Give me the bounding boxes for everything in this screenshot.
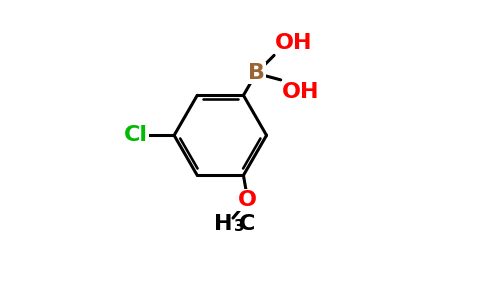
Text: O: O xyxy=(238,190,257,210)
Text: B: B xyxy=(248,63,265,83)
Text: Cl: Cl xyxy=(123,125,148,145)
Text: 3: 3 xyxy=(234,219,245,234)
Text: OH: OH xyxy=(282,82,319,102)
Text: OH: OH xyxy=(275,33,313,53)
Text: C: C xyxy=(239,214,255,234)
Text: H: H xyxy=(214,214,233,234)
